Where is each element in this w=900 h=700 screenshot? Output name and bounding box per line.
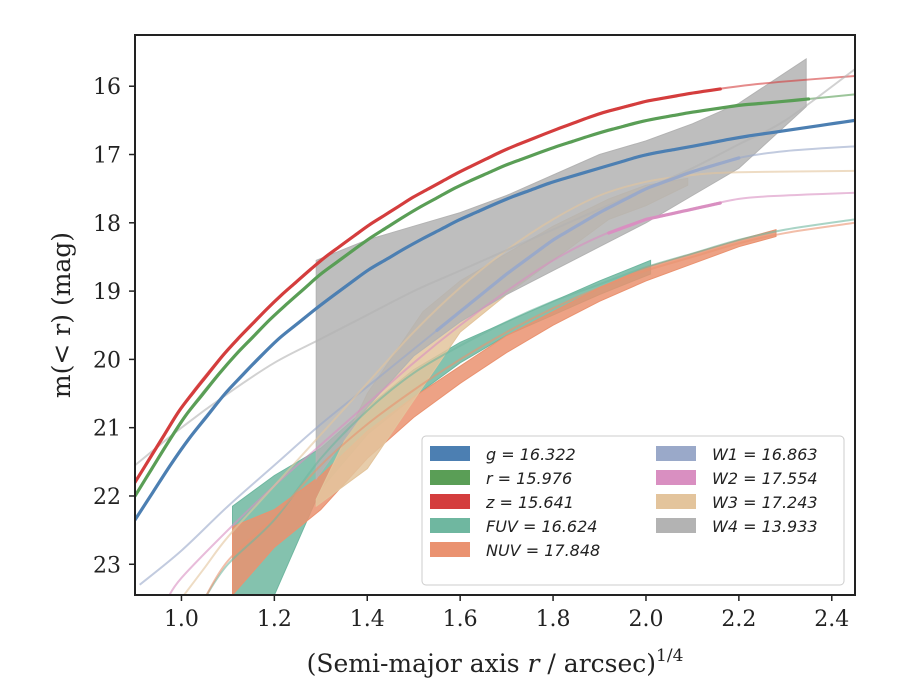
legend-swatch-nuv: [430, 542, 470, 557]
legend: g = 16.322 r = 15.976 z = 15.641 FUV = 16.6…: [421, 435, 845, 586]
legend-swatch-w2: [656, 470, 696, 485]
series-g-measured-curve: [135, 118, 855, 522]
x-tick-label: 2.0: [628, 607, 663, 632]
y-tick-label: 21: [93, 417, 121, 442]
y-tick-label: 18: [93, 212, 121, 237]
legend-label-nuv: NUV = 17.848: [486, 541, 600, 560]
series-w3-model-curve: [182, 169, 855, 595]
x-axis: 1.0 1.2 1.4 1.6 1.8 2.0 2.2 2.4: [164, 595, 849, 632]
legend-swatch-g: [430, 446, 470, 461]
legend-label-w2: W2 = 17.554: [712, 469, 818, 488]
x-tick-label: 1.0: [164, 607, 199, 632]
series-fuv-model-curve: [205, 218, 855, 595]
y-tick-label: 17: [93, 144, 121, 169]
legend-label-z: z = 15.641: [485, 493, 574, 512]
x-tick-label: 1.8: [536, 607, 571, 632]
y-axis-label: m(< r) (mag): [47, 232, 76, 398]
legend-label-w4: W4 = 13.933: [712, 517, 818, 536]
x-axis-label-tail: / arcsec): [539, 649, 656, 678]
series-nuv-model-curve: [205, 221, 855, 595]
legend-swatch-r: [430, 470, 470, 485]
series-w1-measured-curve: [435, 156, 741, 332]
series-w2-measured-curve: [607, 201, 722, 235]
series-z-measured-curve: [135, 87, 722, 484]
y-tick-label: 22: [93, 485, 121, 510]
legend-box: [421, 435, 845, 586]
legend-swatch-w4: [656, 518, 696, 533]
measured-curve-layer: [135, 87, 855, 522]
legend-label-fuv: FUV = 16.624: [486, 517, 597, 536]
y-tick-label: 20: [93, 348, 121, 373]
band-layer: [232, 57, 807, 595]
x-tick-label: 1.4: [350, 607, 385, 632]
plot-frame: [134, 34, 856, 596]
series-w4-band: [315, 57, 807, 481]
x-tick-label: 1.2: [257, 607, 292, 632]
x-axis-label-main: (Semi-major axis: [307, 649, 528, 678]
series-r-measured-curve: [135, 97, 811, 498]
legend-swatch-z: [430, 494, 470, 509]
legend-label-r: r = 15.976: [486, 469, 572, 488]
legend-swatch-w1: [656, 446, 696, 461]
legend-label-w1: W1 = 16.863: [712, 445, 818, 464]
y-axis: 16 17 18 19 20 21 22 23: [93, 75, 135, 578]
legend-label-w3: W3 = 17.243: [712, 493, 818, 512]
x-axis-label: (Semi-major axis r / arcsec)1/4: [307, 646, 684, 678]
legend-swatch-w3: [656, 494, 696, 509]
x-axis-label-exponent: 1/4: [656, 646, 683, 666]
x-axis-label-var: r: [528, 649, 542, 678]
y-tick-label: 19: [93, 280, 121, 305]
x-tick-label: 2.4: [814, 607, 849, 632]
legend-swatch-fuv: [430, 518, 470, 533]
y-tick-label: 16: [93, 75, 121, 100]
legend-label-g: g = 16.322: [486, 445, 576, 464]
y-tick-label: 23: [93, 553, 121, 578]
x-tick-label: 2.2: [721, 607, 756, 632]
x-tick-label: 1.6: [443, 607, 478, 632]
series-w4-model-curve: [135, 68, 855, 467]
